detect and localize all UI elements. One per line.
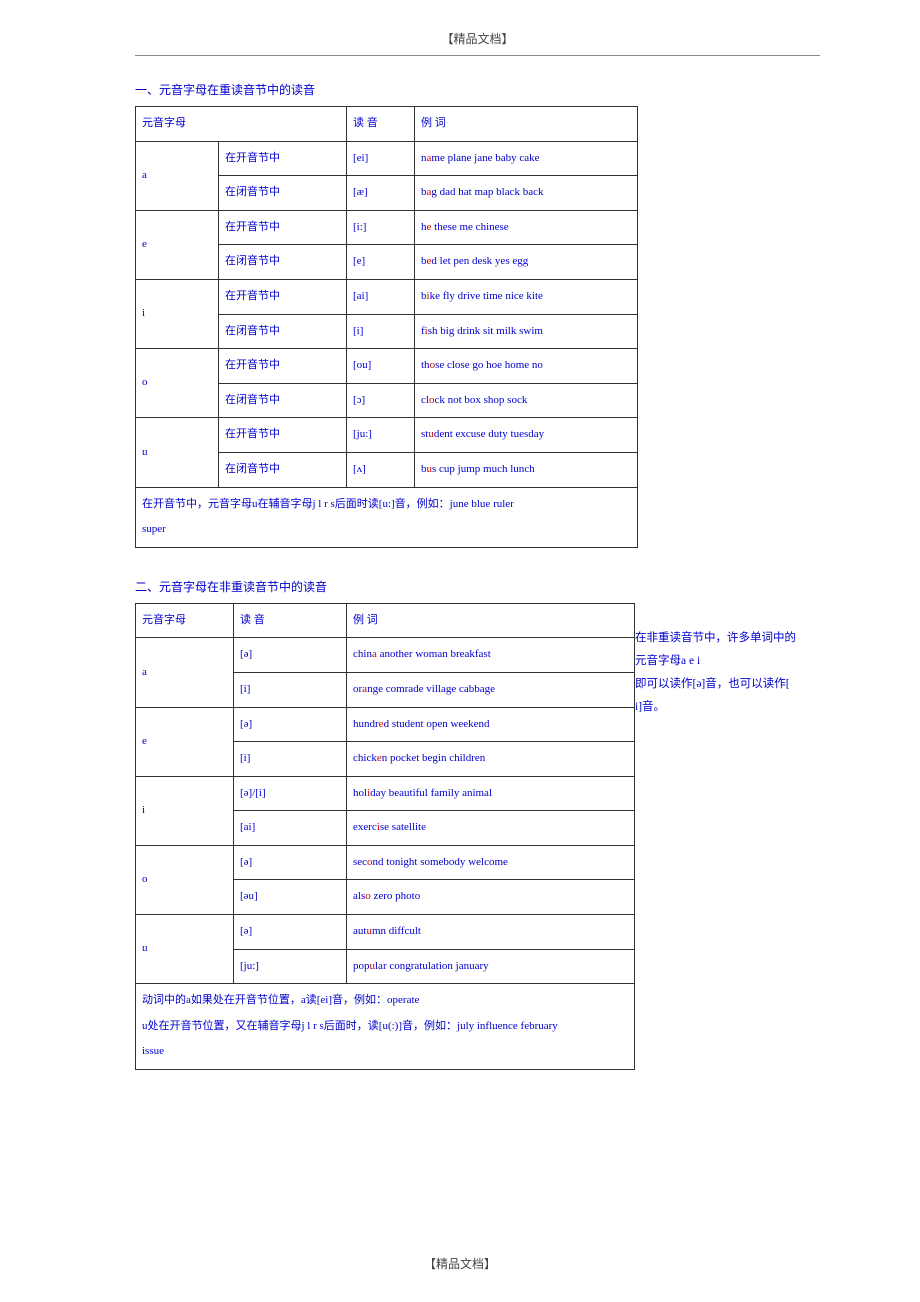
examples: china another woman breakfast	[347, 638, 635, 673]
examples: he these me chinese	[415, 210, 638, 245]
examples: bed let pen desk yes egg	[415, 245, 638, 280]
sound: [ə]	[234, 707, 347, 742]
t1-col3: 例 词	[415, 107, 638, 142]
vowel-letter: i	[136, 279, 219, 348]
context: 在闭音节中	[219, 245, 347, 280]
sound: [e]	[347, 245, 415, 280]
examples: clock not box shop sock	[415, 383, 638, 418]
examples: bag dad hat map black back	[415, 176, 638, 211]
section2-title: 二、元音字母在非重读音节中的读音	[135, 578, 820, 595]
table1-header-row: 元音字母 读 音 例 词	[136, 107, 638, 142]
examples: popular congratulation january	[347, 949, 635, 984]
context: 在闭音节中	[219, 452, 347, 487]
sound: [ai]	[347, 279, 415, 314]
vowel-letter: o	[136, 349, 219, 418]
sound: [i]	[234, 742, 347, 777]
side-note: 在非重读音节中，许多单词中的 元音字母a e i 即可以读作[ə]音，也可以读作…	[635, 627, 815, 719]
examples: name plane jane baby cake	[415, 141, 638, 176]
context: 在闭音节中	[219, 383, 347, 418]
page-header: 【精品文档】	[135, 30, 820, 56]
sound: [ai]	[234, 811, 347, 846]
table-row: i 在开音节中 [ai] bike fly drive time nice ki…	[136, 279, 638, 314]
table-row: i [ə]/[i] holiday beautiful family anima…	[136, 776, 635, 811]
context: 在开音节中	[219, 210, 347, 245]
vowel-letter: u	[136, 418, 219, 487]
table2: 元音字母 读 音 例 词 a [ə] china another woman b…	[135, 603, 635, 1070]
sound: [ou]	[347, 349, 415, 384]
examples: student excuse duty tuesday	[415, 418, 638, 453]
sound: [i]	[347, 314, 415, 349]
context: 在闭音节中	[219, 176, 347, 211]
sound: [i:]	[347, 210, 415, 245]
context: 在开音节中	[219, 141, 347, 176]
t2-col2: 读 音	[234, 603, 347, 638]
examples: chicken pocket begin children	[347, 742, 635, 777]
footnote-cell: 在开音节中，元音字母u在辅音字母j l r s后面时读[u:]音，例如：june…	[136, 487, 638, 547]
sound: [ə]/[i]	[234, 776, 347, 811]
table-row: o [ə] second tonight somebody welcome	[136, 845, 635, 880]
examples: autumn diffcult	[347, 915, 635, 950]
table1: 元音字母 读 音 例 词 a 在开音节中 [ei] name plane jan…	[135, 106, 638, 548]
examples: hundred student open weekend	[347, 707, 635, 742]
context: 在开音节中	[219, 418, 347, 453]
examples: bike fly drive time nice kite	[415, 279, 638, 314]
examples: fish big drink sit milk swim	[415, 314, 638, 349]
vowel-letter: a	[136, 141, 219, 210]
section1-title: 一、元音字母在重读音节中的读音	[135, 81, 820, 98]
table2-footnote: 动词中的a如果处在开音节位置，a读[ei]音，例如：operate u处在开音节…	[136, 984, 635, 1070]
sound: [ə]	[234, 638, 347, 673]
context: 在闭音节中	[219, 314, 347, 349]
table-row: o 在开音节中 [ou] those close go hoe home no	[136, 349, 638, 384]
vowel-letter: a	[136, 638, 234, 707]
vowel-letter: e	[136, 210, 219, 279]
vowel-letter: o	[136, 845, 234, 914]
sound: [æ]	[347, 176, 415, 211]
sound: [ei]	[347, 141, 415, 176]
sound: [əu]	[234, 880, 347, 915]
examples: holiday beautiful family animal	[347, 776, 635, 811]
examples: those close go hoe home no	[415, 349, 638, 384]
table-row: e [ə] hundred student open weekend	[136, 707, 635, 742]
sound: [ju:]	[347, 418, 415, 453]
vowel-letter: u	[136, 915, 234, 984]
vowel-letter: e	[136, 707, 234, 776]
vowel-letter: i	[136, 776, 234, 845]
examples: bus cup jump much lunch	[415, 452, 638, 487]
sound: [ə]	[234, 845, 347, 880]
table-row: a [ə] china another woman breakfast	[136, 638, 635, 673]
sound: [ʌ]	[347, 452, 415, 487]
table-row: u [ə] autumn diffcult	[136, 915, 635, 950]
context: 在开音节中	[219, 349, 347, 384]
t2-col1: 元音字母	[136, 603, 234, 638]
table2-header-row: 元音字母 读 音 例 词	[136, 603, 635, 638]
context: 在开音节中	[219, 279, 347, 314]
table1-footnote: 在开音节中，元音字母u在辅音字母j l r s后面时读[u:]音，例如：june…	[136, 487, 638, 547]
sound: [ɔ]	[347, 383, 415, 418]
table-row: e 在开音节中 [i:] he these me chinese	[136, 210, 638, 245]
examples: second tonight somebody welcome	[347, 845, 635, 880]
table-row: a 在开音节中 [ei] name plane jane baby cake	[136, 141, 638, 176]
t1-col2: 读 音	[347, 107, 415, 142]
footnote-cell: 动词中的a如果处在开音节位置，a读[ei]音，例如：operate u处在开音节…	[136, 984, 635, 1070]
examples: orange comrade village cabbage	[347, 672, 635, 707]
sound: [ə]	[234, 915, 347, 950]
sound: [i]	[234, 672, 347, 707]
examples: also zero photo	[347, 880, 635, 915]
examples: exercise satellite	[347, 811, 635, 846]
sound: [ju:]	[234, 949, 347, 984]
t2-col3: 例 词	[347, 603, 635, 638]
t1-col1: 元音字母	[136, 107, 347, 142]
page-footer: 【精品文档】	[0, 1255, 920, 1272]
table-row: u 在开音节中 [ju:] student excuse duty tuesda…	[136, 418, 638, 453]
